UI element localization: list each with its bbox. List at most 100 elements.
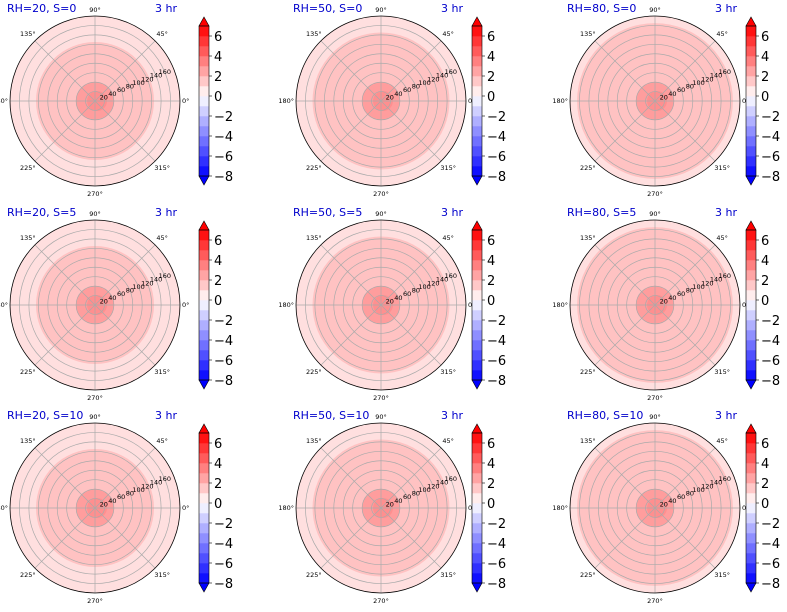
angle-tick-label: 45° <box>156 437 168 445</box>
colorbar-segment <box>746 136 756 147</box>
angular-gridline <box>320 304 382 366</box>
panel-time-label: 3 hr <box>441 206 463 219</box>
colorbar-segment <box>199 56 209 67</box>
colorbar-segment <box>199 116 209 127</box>
radial-gridline <box>305 229 457 381</box>
radial-gridline <box>47 257 143 353</box>
radial-tick-label: 140 <box>436 72 448 80</box>
colorbar-tick-label: 4 <box>487 254 495 269</box>
colorbar: 6 4 2 0 −2 −4 −6 −8 <box>745 16 780 186</box>
radial-gridline <box>66 479 124 537</box>
radial-gridline <box>85 295 105 315</box>
angle-tick-label: 225° <box>580 571 596 579</box>
radial-tick-label: 20 <box>386 93 394 101</box>
radial-tick-label: 160 <box>159 475 171 483</box>
colorbar-segment <box>199 146 209 157</box>
radial-gridline <box>333 257 429 353</box>
colorbar-tick-label: 0 <box>487 294 495 309</box>
colorbar-segment <box>746 320 756 331</box>
radial-gridline <box>588 238 722 372</box>
colorbar-segment <box>472 310 482 321</box>
angle-tick-label: 0° <box>468 504 475 512</box>
radial-gridline <box>85 91 105 111</box>
angle-tick-label: 90° <box>649 413 661 421</box>
angular-gridline <box>380 304 442 366</box>
radial-tick-label: 100 <box>418 486 430 494</box>
radial-gridline <box>75 488 115 528</box>
colorbar-tick-label: −2 <box>214 110 233 125</box>
angle-tick-label: 180° <box>278 97 294 105</box>
colorbar-frame <box>471 432 483 584</box>
colorbar-tick-label: 6 <box>214 234 222 249</box>
colorbar-segment <box>199 483 209 494</box>
radial-tick-label: 100 <box>692 486 704 494</box>
radial-gridline <box>579 229 731 381</box>
colorbar-segment <box>746 360 756 371</box>
radial-gridline <box>371 498 391 518</box>
colorbar-tick-label: 0 <box>487 497 495 512</box>
colorbar-tick-label: −8 <box>214 170 233 185</box>
colorbar-extend-min <box>198 379 210 390</box>
radial-tick-label: 100 <box>692 79 704 87</box>
colorbar-segment <box>472 56 482 67</box>
angle-tick-label: 90° <box>375 210 387 218</box>
radial-gridline <box>85 498 105 518</box>
radial-gridline <box>323 450 439 566</box>
colorbar: 6 4 2 0 −2 −4 −6 −8 <box>471 220 506 390</box>
angle-tick-label: 270° <box>647 394 663 402</box>
colorbar-segment <box>199 350 209 361</box>
colorbar-tick-label: −6 <box>761 354 780 369</box>
panel-title: RH=20, S=10 <box>7 409 83 422</box>
colorbar-segment <box>746 543 756 554</box>
colorbar-tick-label: −4 <box>487 537 506 552</box>
radial-tick-label: 60 <box>117 86 125 94</box>
colorbar-tick-label: −4 <box>214 334 233 349</box>
angular-gridline <box>34 447 96 509</box>
colorbar-tick-label: −2 <box>214 517 233 532</box>
colorbar-segment <box>199 370 209 381</box>
angle-tick-label: 180° <box>278 301 294 309</box>
colorbar-segment <box>472 443 482 454</box>
angular-gridline <box>594 100 656 162</box>
colorbar-segment <box>472 350 482 361</box>
radial-tick-label: 60 <box>117 493 125 501</box>
colorbar-segment <box>199 463 209 474</box>
angle-tick-label: 135° <box>20 437 36 445</box>
angle-tick-label: 90° <box>89 210 101 218</box>
radial-tick-label: 40 <box>108 497 116 505</box>
radial-gridline <box>616 469 694 547</box>
angle-tick-label: 315° <box>714 571 730 579</box>
radial-gridline <box>597 450 713 566</box>
angular-gridline <box>654 447 716 509</box>
angle-tick-label: 90° <box>89 413 101 421</box>
colorbar-segment <box>199 473 209 484</box>
angular-gridline <box>320 244 382 306</box>
radial-tick-label: 140 <box>436 276 448 284</box>
colorbar-tick-label: 0 <box>761 294 769 309</box>
panel-time-label: 3 hr <box>715 206 737 219</box>
angle-tick-label: 315° <box>714 164 730 172</box>
colorbar-extend-max <box>471 423 483 434</box>
panel-title: RH=20, S=0 <box>7 2 76 15</box>
colorbar-segment <box>746 46 756 57</box>
colorbar-segment <box>746 330 756 341</box>
angle-tick-label: 315° <box>154 164 170 172</box>
angle-tick-label: 45° <box>442 30 454 38</box>
colorbar-segment <box>199 503 209 514</box>
colorbar-tick-label: 0 <box>761 90 769 105</box>
angle-tick-label: 45° <box>442 234 454 242</box>
colorbar-segment <box>199 543 209 554</box>
colorbar: 6 4 2 0 −2 −4 −6 −8 <box>745 423 780 593</box>
colorbar-tick-label: −6 <box>761 150 780 165</box>
colorbar-extend-min <box>471 175 483 186</box>
angle-tick-label: 90° <box>649 210 661 218</box>
colorbar-tick-label: −2 <box>487 517 506 532</box>
radial-gridline <box>47 53 143 149</box>
radial-tick-label: 160 <box>159 272 171 280</box>
angle-tick-label: 135° <box>580 30 596 38</box>
radial-gridline <box>323 43 439 159</box>
polar-frame <box>9 15 181 187</box>
colorbar-extend-max <box>471 220 483 231</box>
radial-tick-label: 120 <box>701 75 713 83</box>
